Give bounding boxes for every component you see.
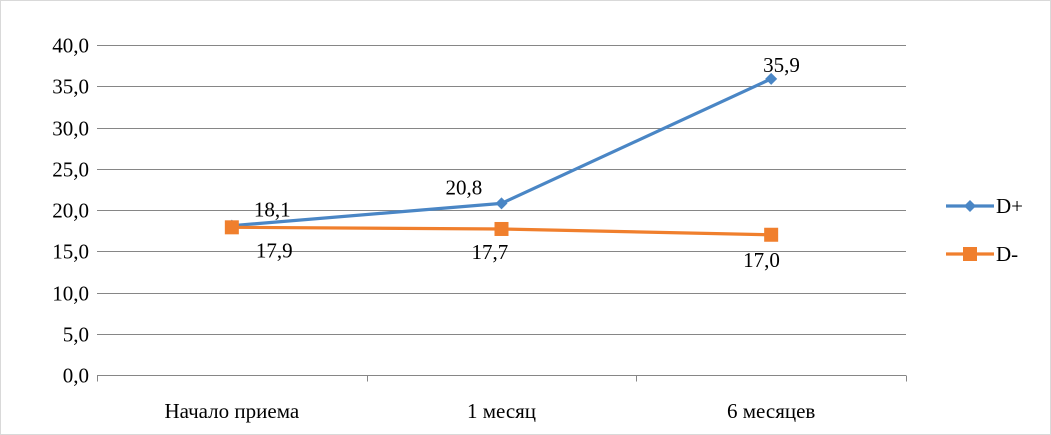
legend: D+ D- [946, 194, 1023, 266]
y-tick-label: 30,0 [52, 117, 89, 141]
y-tick-label: 35,0 [52, 75, 89, 99]
data-label-d-minus: 17,9 [256, 238, 293, 262]
y-tick-label: 5,0 [63, 323, 89, 347]
data-label-d-plus: 20,8 [446, 175, 483, 199]
data-point-diamond [765, 72, 778, 85]
data-labels: 18,1 20,8 35,9 17,9 17,7 17,0 [254, 53, 800, 272]
y-tick-label: 25,0 [52, 158, 89, 182]
y-tick-label: 40,0 [52, 34, 89, 58]
gridlines [97, 45, 906, 335]
x-tick-label: 1 месяц [467, 399, 536, 423]
data-label-d-plus: 18,1 [254, 198, 291, 222]
data-point-square [224, 220, 239, 235]
legend-label: D- [996, 242, 1018, 266]
data-label-d-minus: 17,0 [743, 248, 780, 272]
legend-marker-square [963, 247, 977, 261]
y-tick-label: 0,0 [63, 364, 89, 388]
data-point-square [764, 227, 779, 242]
data-label-d-plus: 35,9 [763, 53, 800, 77]
data-label-d-minus: 17,7 [472, 240, 509, 264]
legend-marker-diamond [964, 200, 976, 212]
data-point-diamond [495, 197, 508, 210]
y-tick-label: 20,0 [52, 199, 89, 223]
y-tick-label: 15,0 [52, 240, 89, 264]
axes: 0,0 5,0 10,0 15,0 20,0 25,0 30,0 35,0 40,0 Начало… [52, 34, 907, 423]
legend-label: D+ [996, 194, 1023, 218]
y-tick-label: 10,0 [52, 282, 89, 306]
data-point-square [494, 221, 509, 236]
x-tick-label: 6 месяцев [727, 399, 815, 423]
series-lines [224, 72, 779, 242]
x-tick-label: Начало приема [164, 399, 299, 423]
